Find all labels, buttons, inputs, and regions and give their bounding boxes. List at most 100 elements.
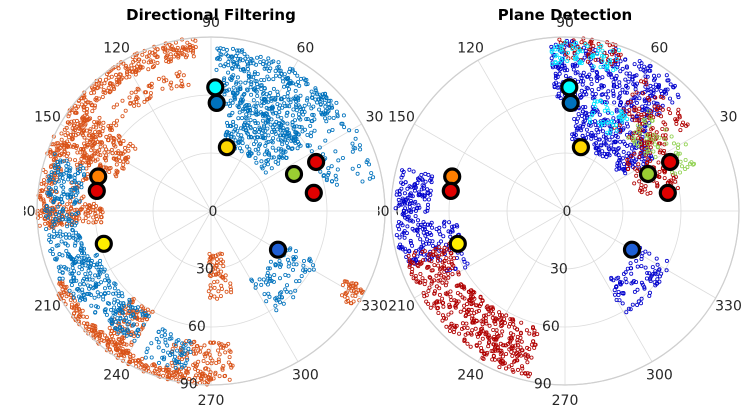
scatter-point — [121, 350, 126, 355]
scatter-point — [403, 206, 408, 211]
scatter-point — [635, 118, 640, 123]
scatter-point — [265, 126, 270, 131]
scatter-point — [88, 101, 93, 106]
scatter-point — [74, 118, 79, 123]
scatter-point — [173, 358, 178, 363]
scatter-point — [68, 271, 73, 276]
scatter-point — [76, 288, 81, 293]
scatter-point — [580, 133, 585, 138]
scatter-point — [269, 60, 274, 65]
scatter-point — [502, 317, 507, 322]
scatter-point — [603, 141, 608, 146]
scatter-point — [353, 146, 358, 151]
scatter-point — [660, 133, 665, 138]
scatter-point — [184, 355, 189, 360]
scatter-point — [99, 84, 104, 89]
scatter-point — [606, 89, 611, 94]
scatter-point — [626, 306, 631, 311]
scatter-point — [552, 45, 557, 50]
scatter-point — [499, 358, 504, 363]
scatter-point — [446, 229, 451, 234]
scatter-point — [677, 115, 682, 120]
scatter-point — [291, 138, 296, 143]
scatter-point — [516, 352, 521, 357]
scatter-point — [136, 103, 141, 108]
scatter-point — [678, 159, 683, 164]
scatter-point — [82, 276, 87, 281]
scatter-point — [654, 256, 659, 261]
scatter-point — [94, 86, 99, 91]
scatter-point — [416, 264, 421, 269]
scatter-point — [85, 172, 90, 177]
scatter-point — [623, 77, 628, 82]
scatter-point — [648, 109, 653, 114]
scatter-point — [456, 299, 461, 304]
scatter-point — [183, 45, 188, 50]
scatter-point — [68, 194, 73, 199]
scatter-point — [168, 59, 173, 64]
scatter-point — [236, 104, 241, 109]
scatter-point — [212, 294, 217, 299]
scatter-point — [143, 355, 148, 360]
scatter-point — [82, 282, 87, 287]
scatter-point — [133, 58, 138, 63]
scatter-point — [248, 118, 253, 123]
scatter-point — [324, 95, 329, 100]
scatter-point — [216, 359, 221, 364]
scatter-point — [565, 59, 570, 64]
scatter-point — [78, 295, 83, 300]
angle-tick-label: 330 — [715, 298, 742, 314]
scatter-point — [448, 255, 453, 260]
scatter-point — [218, 251, 223, 256]
scatter-point — [519, 348, 524, 353]
scatter-point — [292, 71, 297, 76]
scatter-point — [654, 87, 659, 92]
scatter-point — [647, 251, 652, 256]
scatter-point — [114, 156, 119, 161]
scatter-point — [654, 130, 659, 135]
scatter-point — [429, 268, 434, 273]
scatter-point — [628, 99, 633, 104]
scatter-point — [483, 332, 488, 337]
scatter-point — [454, 323, 459, 328]
scatter-point — [441, 220, 446, 225]
scatter-point — [170, 349, 175, 354]
scatter-point — [450, 224, 455, 229]
scatter-point — [406, 253, 411, 258]
scatter-point — [342, 125, 347, 130]
scatter-point — [290, 67, 295, 72]
scatter-point — [285, 257, 290, 262]
scatter-point — [67, 111, 72, 116]
scatter-point — [149, 60, 154, 65]
scatter-point — [112, 142, 117, 147]
scatter-point — [293, 288, 298, 293]
scatter-point — [449, 298, 454, 303]
highlight-marker — [89, 167, 108, 186]
scatter-point — [89, 155, 94, 160]
scatter-point — [166, 368, 171, 373]
scatter-point — [323, 116, 328, 121]
scatter-point — [410, 267, 415, 272]
scatter-point — [294, 279, 299, 284]
scatter-point — [474, 319, 479, 324]
scatter-point — [575, 63, 580, 68]
scatter-point — [38, 213, 43, 218]
scatter-point — [251, 75, 256, 80]
scatter-point — [418, 224, 423, 229]
scatter-point — [303, 267, 308, 272]
scatter-point — [60, 159, 65, 164]
scatter-point — [319, 111, 324, 116]
scatter-point — [265, 273, 270, 278]
scatter-point — [416, 218, 421, 223]
scatter-point — [70, 227, 75, 232]
scatter-point — [318, 102, 323, 107]
scatter-point — [288, 97, 293, 102]
scatter-point — [602, 50, 607, 55]
scatter-point — [272, 272, 277, 277]
scatter-point — [602, 63, 607, 68]
scatter-point — [95, 157, 100, 162]
scatter-point — [41, 199, 46, 204]
scatter-point — [642, 112, 647, 117]
scatter-point — [197, 373, 202, 378]
scatter-point — [180, 374, 185, 379]
